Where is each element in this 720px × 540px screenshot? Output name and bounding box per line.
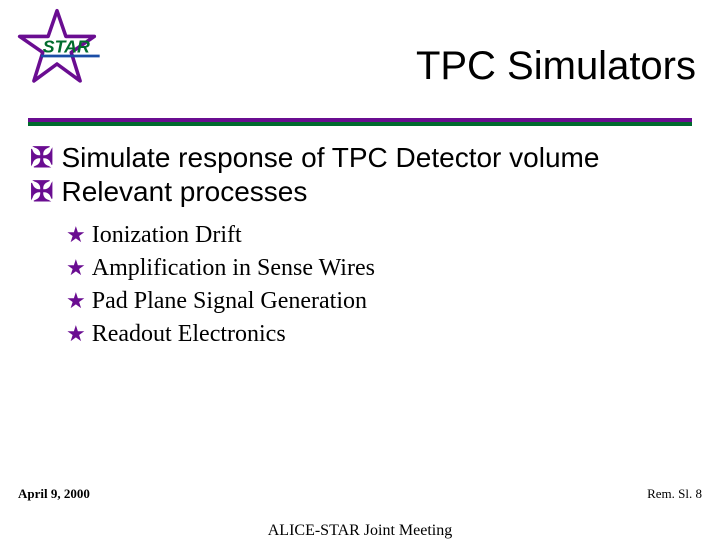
list-item: ★ Amplification in Sense Wires [66,255,690,282]
list-item-text: Amplification in Sense Wires [92,255,375,282]
body-content: ✠ Simulate response of TPC Detector volu… [30,140,690,354]
list-item-text: Simulate response of TPC Detector volume [61,142,599,174]
footer-slide-ref: Rem. Sl. 8 [647,486,702,502]
list-item-text: Readout Electronics [92,321,286,348]
footer-date: April 9, 2000 [18,486,90,502]
list-item: ★ Readout Electronics [66,321,690,348]
list-item: ★ Ionization Drift [66,222,690,249]
star-bullet-icon: ★ [66,255,86,281]
divider-bottom [28,122,692,126]
divider [28,118,692,126]
list-item: ★ Pad Plane Signal Generation [66,288,690,315]
footer-meeting: ALICE-STAR Joint Meeting [0,522,720,540]
list-item-text: Pad Plane Signal Generation [92,288,367,315]
list-item-text: Relevant processes [61,176,307,208]
footer-center: ALICE-STAR Joint Meeting Manuel Calderón… [0,522,720,540]
maltese-cross-icon: ✠ [30,178,53,206]
maltese-cross-icon: ✠ [30,144,53,172]
slide: STAR TPC Simulators ✠ Simulate response … [0,0,720,540]
star-bullet-icon: ★ [66,321,86,347]
page-title: TPC Simulators [0,44,696,89]
sub-list: ★ Ionization Drift ★ Amplification in Se… [30,222,690,348]
star-bullet-icon: ★ [66,222,86,248]
star-bullet-icon: ★ [66,288,86,314]
list-item: ✠ Relevant processes [30,176,690,208]
list-item-text: Ionization Drift [92,222,242,249]
list-item: ✠ Simulate response of TPC Detector volu… [30,142,690,174]
